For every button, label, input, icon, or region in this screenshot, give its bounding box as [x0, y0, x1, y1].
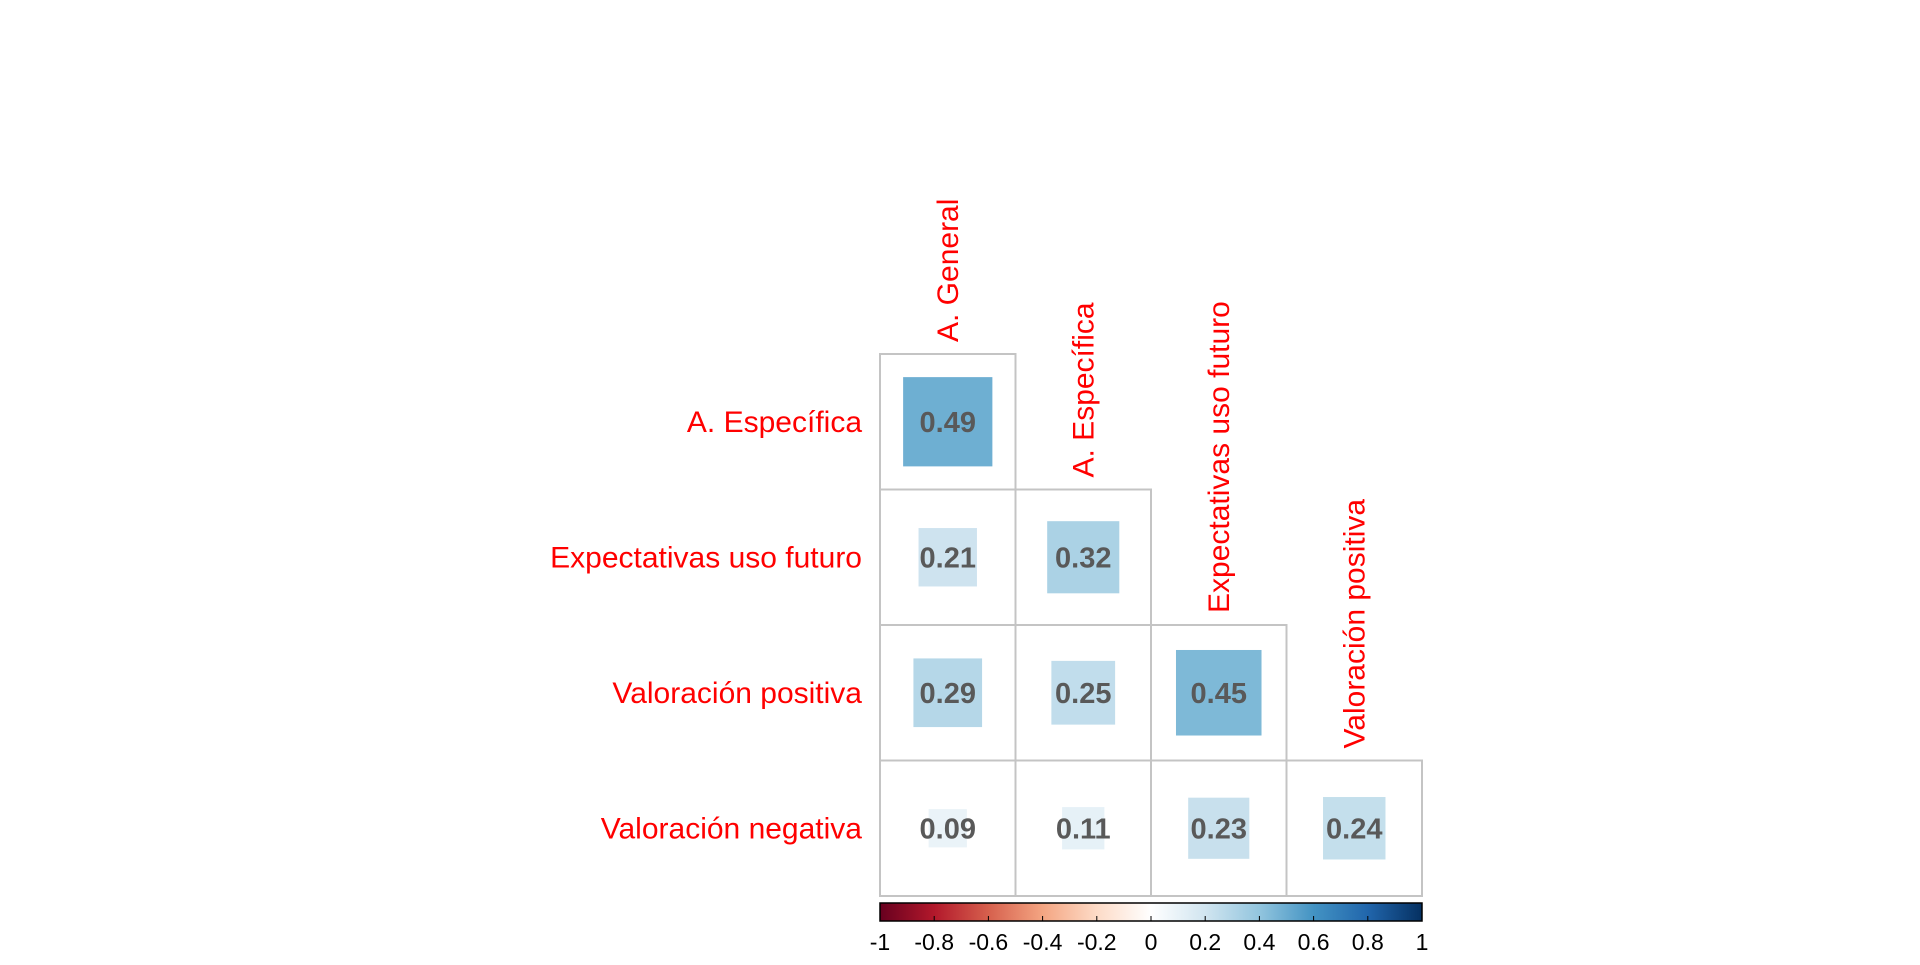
correlation-square: [928, 809, 967, 848]
correlation-square: [913, 658, 983, 728]
grid-cell: [1014, 488, 1152, 626]
correlation-square: [1062, 807, 1105, 850]
column-label: A. Específica: [1067, 302, 1100, 477]
correlation-value-label: 0.09: [920, 813, 976, 845]
colorbar-tick-label: -0.8: [914, 929, 954, 955]
correlation-value-label: 0.11: [1056, 813, 1111, 845]
column-label: Valoración positiva: [1338, 499, 1371, 749]
column-label: Expectativas uso futuro: [1203, 301, 1236, 613]
column-label: A. General: [932, 199, 965, 342]
colorbar-tick-label: 0.2: [1189, 929, 1221, 955]
colorbar-tick-label: -0.6: [969, 929, 1009, 955]
correlation-value-label: 0.45: [1191, 678, 1247, 710]
column-labels: A. General A. Específica Expectativas uso …: [932, 199, 1372, 749]
correlation-square: [903, 377, 993, 467]
correlation-square: [1051, 660, 1116, 725]
correlation-square: [1323, 797, 1386, 860]
correlation-value-label: 0.32: [1055, 542, 1111, 574]
colorbar-tick-label: 0.6: [1298, 929, 1330, 955]
colorbar-tick-label: -1: [870, 929, 890, 955]
correlation-square: [1175, 649, 1262, 736]
colorbar-tick-label: -0.4: [1023, 929, 1063, 955]
correlation-value-label: 0.24: [1326, 813, 1382, 845]
correlation-square: [918, 528, 977, 587]
colorbar: -1 -0.8 -0.6 -0.4 -0.2 0 0.2 0.4 0.6 0.8 1: [870, 902, 1429, 955]
row-labels: A. Específica Expectativas uso futuro Valo…: [550, 406, 862, 846]
correlation-value-label: 0.21: [920, 542, 976, 574]
colorbar-tick-label: 0: [1145, 929, 1158, 955]
row-label: Valoración positiva: [612, 677, 862, 710]
colorbar-tick-label: 0.4: [1243, 929, 1275, 955]
correlation-value-label: 0.49: [920, 407, 976, 439]
row-label: Valoración negativa: [601, 812, 863, 845]
row-label: A. Específica: [687, 406, 862, 439]
cells-layer: 0.49 0.21 0.32 0.29 0.25 0.45 0.09 0.11 0.23 0.24: [879, 353, 1423, 897]
colorbar-tick-label: -0.2: [1077, 929, 1117, 955]
correlation-value-label: 0.29: [920, 678, 976, 710]
colorbar-tick-label: 0.8: [1352, 929, 1384, 955]
correlation-square: [1188, 797, 1250, 859]
row-label: Expectativas uso futuro: [550, 541, 862, 574]
colorbar-tick-label: 1: [1416, 929, 1429, 955]
correlation-value-label: 0.23: [1191, 813, 1247, 845]
correlation-value-label: 0.25: [1055, 678, 1111, 710]
correlation-square: [1047, 521, 1120, 594]
